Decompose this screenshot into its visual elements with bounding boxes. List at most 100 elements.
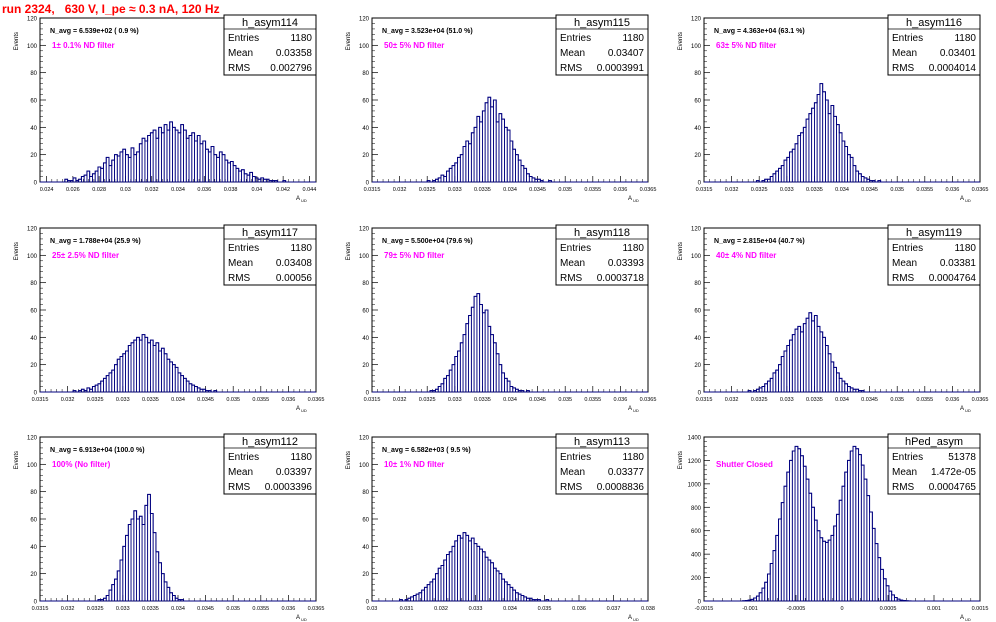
y-tick-label: 100 [359, 254, 370, 260]
y-tick-label: 80 [30, 281, 37, 287]
histogram-bin [501, 118, 505, 183]
histogram-bin [822, 540, 826, 602]
histogram-bin [791, 450, 796, 602]
x-tick-label: 0.032 [61, 397, 75, 403]
histogram-bin [227, 162, 231, 183]
x-tick-label: 0.0015 [972, 606, 989, 612]
histogram-bin [144, 336, 149, 393]
x-tick-label: 0.033 [448, 187, 462, 193]
histogram-bin [454, 540, 458, 602]
histogram-bin [827, 113, 832, 183]
histogram-bin [116, 155, 121, 183]
y-tick-label: 20 [362, 572, 369, 578]
x-tick-label: 0.0315 [364, 187, 381, 193]
histogram-outline [372, 293, 648, 393]
histogram-bin [789, 339, 793, 393]
histogram-bin [448, 551, 453, 602]
histogram-bin [855, 448, 859, 602]
filter-label: 25± 2.5% ND filter [52, 251, 119, 260]
x-tick-label: 0.024 [40, 187, 54, 193]
y-axis-label: Events [346, 451, 352, 469]
histogram-bin [783, 350, 788, 393]
x-axis-label: A [628, 196, 632, 202]
histogram-bin [465, 535, 469, 602]
x-tick-label: -0.001 [742, 606, 758, 612]
x-tick-label: 0.0365 [640, 397, 657, 403]
histogram-bin [816, 530, 821, 602]
histogram-bin [468, 315, 472, 393]
stats-value-rms: 0.0004765 [929, 482, 977, 493]
histogram-outline [40, 121, 316, 183]
histogram-bin [797, 448, 802, 602]
x-axis-label-sub: UD [633, 198, 639, 203]
x-axis-label-sub: UD [965, 408, 971, 413]
stats-value-mean: 0.03358 [276, 48, 313, 59]
stats-label-mean: Mean [892, 467, 917, 478]
histogram-outline [704, 83, 980, 183]
navg-label: N_avg = 4.363e+04 (63.1 %) [714, 28, 805, 35]
x-tick-label: 0.033 [116, 606, 130, 612]
stats-label-entries: Entries [228, 452, 259, 463]
y-axis-label: Events [678, 32, 684, 50]
y-tick-label: 100 [691, 44, 702, 50]
histogram-bin [246, 174, 251, 183]
histogram-panel-h_asym115: 0 20 40 60 80 100 120 0.0315 0.032 0.0325 0.033 0.0… [346, 14, 656, 203]
stats-value-entries: 1180 [954, 243, 976, 254]
stats-label-entries: Entries [892, 452, 923, 463]
stats-label-rms: RMS [892, 273, 915, 284]
y-axis-label: Events [678, 242, 684, 260]
stats-label-mean: Mean [560, 48, 585, 59]
stats-box [887, 224, 981, 286]
histogram-name: hPed_asym [905, 436, 963, 448]
y-tick-label: 60 [362, 99, 369, 105]
x-tick-label: 0.0365 [972, 397, 989, 403]
x-tick-label: 0.0325 [419, 397, 436, 403]
histogram-bin [147, 342, 151, 393]
x-tick-label: 0.032 [145, 187, 159, 193]
x-tick-label: 0.036 [282, 397, 296, 403]
y-tick-label: 40 [362, 545, 369, 551]
stats-value-rms: 0.0008836 [597, 482, 645, 493]
stats-label-rms: RMS [892, 482, 915, 493]
histogram-bin [819, 537, 824, 602]
histogram-bin [100, 167, 104, 183]
x-tick-label: 0.036 [572, 606, 586, 612]
x-axis-label: A [296, 196, 300, 202]
histogram-bin [207, 151, 212, 183]
histogram-bin [802, 126, 807, 183]
histogram-bin [133, 510, 137, 602]
histogram-bin [808, 492, 813, 602]
histogram-bin [144, 140, 149, 183]
stats-label-entries: Entries [228, 243, 259, 254]
histogram-name: h_asym115 [574, 17, 630, 29]
histogram-bin [446, 554, 450, 602]
histogram-name: h_asym118 [574, 227, 630, 239]
y-tick-label: 80 [694, 71, 701, 77]
x-tick-label: 0.0335 [142, 397, 159, 403]
histogram-bin [852, 445, 857, 602]
y-tick-label: 40 [362, 336, 369, 342]
x-tick-label: 0.0315 [32, 397, 49, 403]
histogram-panel-h_asym117: 0 20 40 60 80 100 120 0.0315 0.032 0.0325 0.033 0.0… [14, 224, 324, 413]
navg-label: N_avg = 6.913e+04 (100.0 %) [50, 447, 145, 454]
histogram-bin [473, 543, 478, 602]
stats-label-mean: Mean [228, 258, 253, 269]
histogram-bin [814, 315, 818, 393]
y-tick-label: 60 [694, 99, 701, 105]
y-axis-label: Events [678, 451, 684, 469]
stats-label-entries: Entries [560, 243, 591, 254]
x-axis-label: A [960, 196, 964, 202]
x-tick-label: 0.0335 [474, 397, 491, 403]
histogram-bin [847, 460, 851, 602]
x-tick-label: 0.035 [890, 187, 904, 193]
y-tick-label: 1400 [688, 436, 702, 442]
x-tick-label: 0.036 [614, 397, 628, 403]
x-tick-label: 0.035 [558, 187, 572, 193]
histogram-panel-h_asym112: 0 20 40 60 80 100 120 0.0315 0.032 0.0325 0.033 0.0… [14, 433, 324, 622]
stats-label-rms: RMS [560, 273, 583, 284]
histogram-bin [443, 559, 447, 602]
histogram-bin [860, 464, 865, 602]
x-tick-label: 0.036 [282, 606, 296, 612]
x-tick-label: 0.035 [558, 397, 572, 403]
y-tick-label: 0 [698, 181, 702, 187]
